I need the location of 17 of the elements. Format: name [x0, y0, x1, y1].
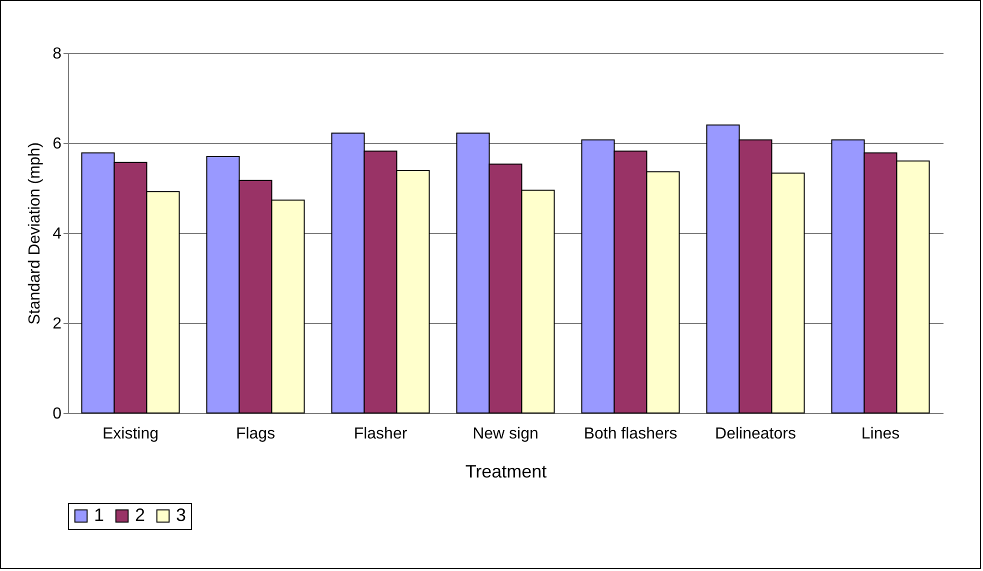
x-tick-label: Lines [861, 426, 900, 442]
legend-label: 2 [135, 505, 146, 525]
x-tick-label: Existing [102, 426, 159, 442]
y-tick-label: 4 [52, 226, 62, 242]
y-tick-label: 6 [52, 136, 62, 152]
y-tick-label: 8 [52, 46, 62, 62]
x-tick-label: Both flashers [584, 426, 678, 442]
x-tick-label: Delineators [715, 426, 796, 442]
x-axis-title: Treatment [465, 462, 547, 482]
y-axis-title: Standard Deviation (mph) [26, 142, 44, 325]
x-tick-label: Flags [236, 426, 276, 442]
x-tick-label: Flasher [354, 426, 408, 442]
y-tick-label: 0 [52, 406, 62, 422]
legend-label: 3 [176, 505, 186, 525]
x-tick-label: New sign [472, 426, 538, 442]
legend-label: 1 [94, 505, 104, 525]
y-tick-label: 2 [52, 316, 62, 332]
